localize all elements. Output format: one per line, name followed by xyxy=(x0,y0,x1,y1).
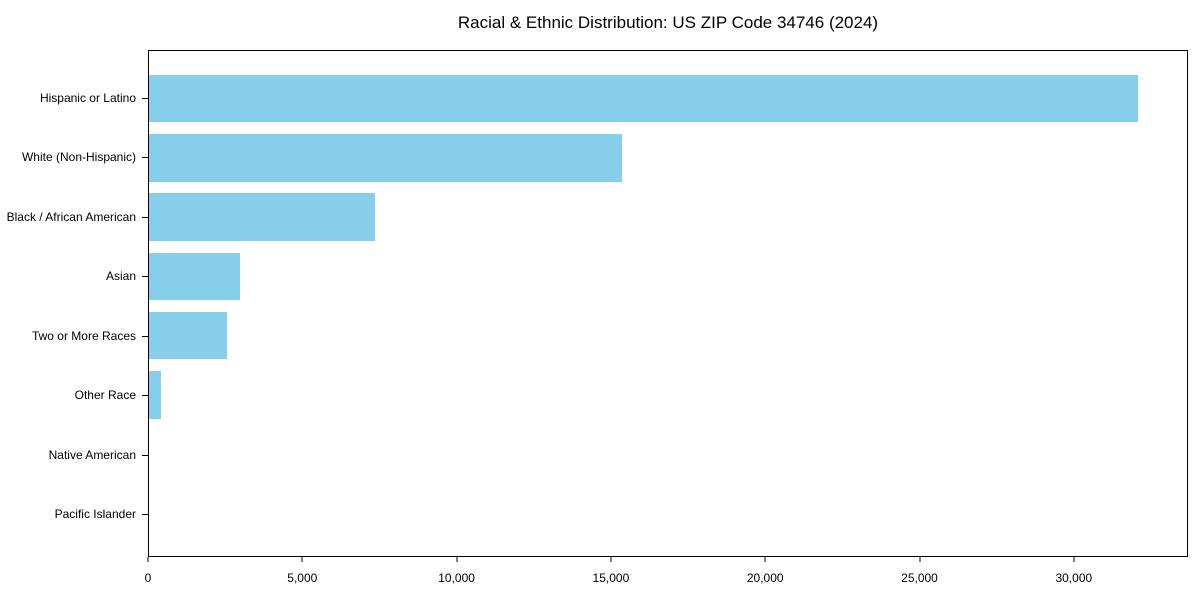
bar xyxy=(149,371,161,419)
bar xyxy=(149,193,376,241)
y-tick-label: Other Race xyxy=(74,388,136,403)
x-tick-mark xyxy=(1073,557,1075,562)
bar-row xyxy=(149,365,1187,424)
x-tick-mark xyxy=(610,557,612,562)
y-tick-mark xyxy=(142,514,148,516)
y-tick-mark xyxy=(142,276,148,278)
y-tick-mark xyxy=(142,395,148,397)
x-tick-label: 25,000 xyxy=(901,571,938,585)
y-tick-mark xyxy=(142,216,148,218)
x-tick-label: 0 xyxy=(144,571,152,585)
bar xyxy=(149,74,1138,123)
bar-row xyxy=(149,425,1187,484)
x-tick-label: 20,000 xyxy=(746,571,784,585)
y-tick-label: Pacific Islander xyxy=(54,507,136,522)
y-tick-label: Two or More Races xyxy=(31,328,136,343)
y-tick-label: White (Non-Hispanic) xyxy=(21,150,136,165)
plot-area xyxy=(148,50,1188,557)
y-ticks xyxy=(142,50,148,557)
y-tick-mark xyxy=(142,97,148,99)
bar xyxy=(149,311,227,360)
bar xyxy=(149,134,622,182)
y-tick-label: Native American xyxy=(48,447,136,462)
y-tick-mark xyxy=(142,335,148,337)
bar-row xyxy=(149,69,1187,128)
y-tick-mark xyxy=(142,157,148,159)
y-tick-label: Hispanic or Latino xyxy=(39,90,136,105)
chart-title: Racial & Ethnic Distribution: US ZIP Cod… xyxy=(457,13,879,32)
x-tick-mark xyxy=(764,557,766,562)
bars-layer xyxy=(149,51,1187,556)
x-tick-mark xyxy=(147,557,149,562)
x-tick-label: 15,000 xyxy=(592,571,630,585)
y-axis-labels: Hispanic or Latino White (Non-Hispanic) Bl… xyxy=(0,50,139,557)
y-tick-mark xyxy=(142,454,148,456)
x-tick-mark xyxy=(919,557,920,562)
x-tick-label: 10,000 xyxy=(438,571,475,585)
bar-row xyxy=(149,484,1187,543)
bar-row xyxy=(149,188,1187,247)
x-axis: 0 5,000 10,000 15,000 20,000 25,000 30,000 xyxy=(144,557,1188,592)
y-tick-label: Black / African American xyxy=(6,209,136,224)
bar-row xyxy=(149,306,1187,365)
x-tick-label: 5,000 xyxy=(287,571,318,585)
bar xyxy=(149,252,240,301)
x-tick-mark xyxy=(301,557,303,562)
x-tick-mark xyxy=(456,557,458,562)
bar-row xyxy=(149,247,1187,306)
x-tick-label: 30,000 xyxy=(1055,571,1093,585)
bar-row xyxy=(149,128,1187,187)
y-tick-label: Asian xyxy=(105,269,136,284)
